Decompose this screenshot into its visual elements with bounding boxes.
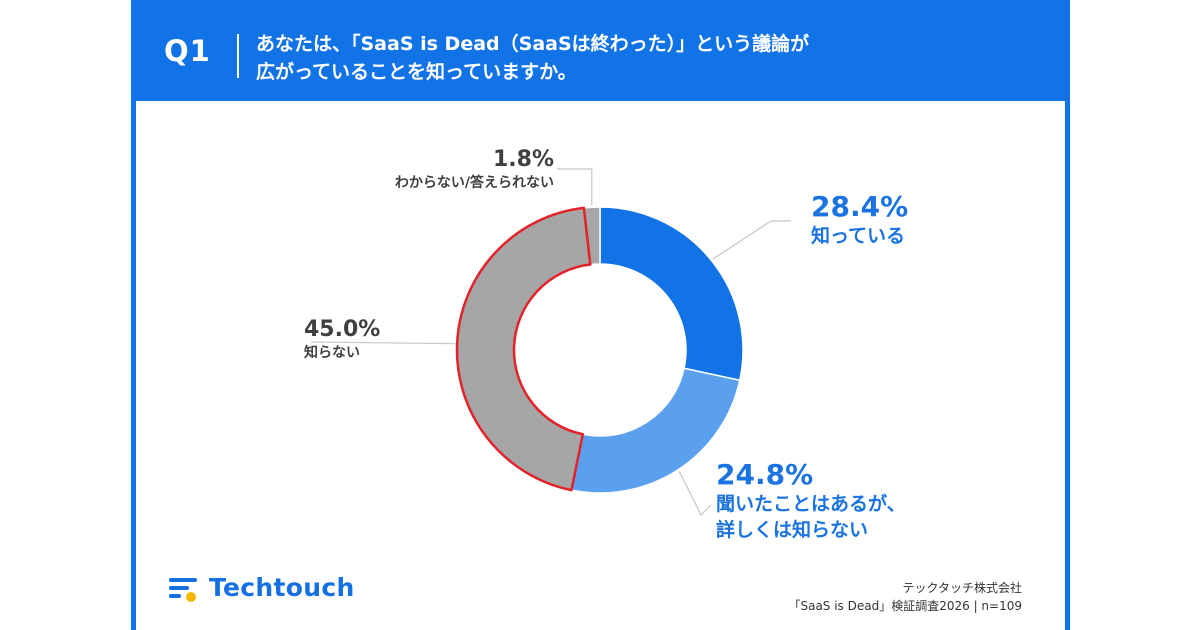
value-label-dont-know: 45.0%	[304, 317, 381, 342]
leader-line-know	[712, 220, 791, 260]
question-line-2: 広がっていることを知っていますか。	[256, 61, 577, 83]
value-label-heard: 24.8%	[716, 458, 814, 491]
question-line-1: あなたは、「SaaS is Dead（SaaSは終わった）」という議論が	[256, 33, 810, 55]
chart-card: 28.4% 知っている 24.8% 聞いたことはあるが、 詳しくは知らない 45…	[136, 101, 1065, 630]
category-label-dont-know: 知らない	[304, 345, 360, 361]
question-number: Q1	[164, 34, 211, 68]
header-divider	[237, 34, 239, 78]
source-note: テックタッチ株式会社 「SaaS is Dead」検証調査2026 | n=10…	[788, 579, 1022, 615]
label-heard: 24.8% 聞いたことはあるが、 詳しくは知らない	[716, 459, 906, 543]
category-label-heard-line-2: 詳しくは知らない	[716, 519, 869, 541]
label-know: 28.4% 知っている	[811, 191, 908, 249]
question-header: Q1 あなたは、「SaaS is Dead（SaaSは終わった）」という議論が …	[131, 0, 1070, 101]
leader-line-dont-know	[310, 341, 456, 345]
slice-dont-know	[456, 207, 592, 492]
category-label-heard-line-1: 聞いたことはあるが、	[716, 493, 906, 515]
company-name: テックタッチ株式会社	[902, 581, 1022, 595]
category-label-know: 知っている	[811, 225, 906, 247]
slice-know	[599, 206, 744, 382]
leader-line-no-answer	[557, 168, 593, 206]
label-no-answer: 1.8% わからない/答えられない	[364, 147, 554, 193]
slide-frame: Q1 あなたは、「SaaS is Dead（SaaSは終わった）」という議論が …	[131, 0, 1070, 630]
brand-name: Techtouch	[209, 573, 355, 602]
donut-chart	[310, 168, 791, 517]
value-label-know: 28.4%	[811, 190, 909, 223]
value-label-no-answer: 1.8%	[492, 147, 554, 172]
leader-line-heard	[678, 471, 712, 517]
category-label-no-answer: わからない/答えられない	[394, 175, 554, 191]
slice-heard	[570, 367, 741, 494]
highlight-outline	[455, 206, 592, 492]
question-text: あなたは、「SaaS is Dead（SaaSは終わった）」という議論が 広がっ…	[256, 30, 1036, 86]
techtouch-logo-icon	[169, 578, 197, 602]
survey-source: 「SaaS is Dead」検証調査2026 | n=109	[788, 599, 1022, 613]
techtouch-logo: Techtouch	[167, 572, 354, 608]
label-dont-know: 45.0% 知らない	[304, 317, 380, 363]
